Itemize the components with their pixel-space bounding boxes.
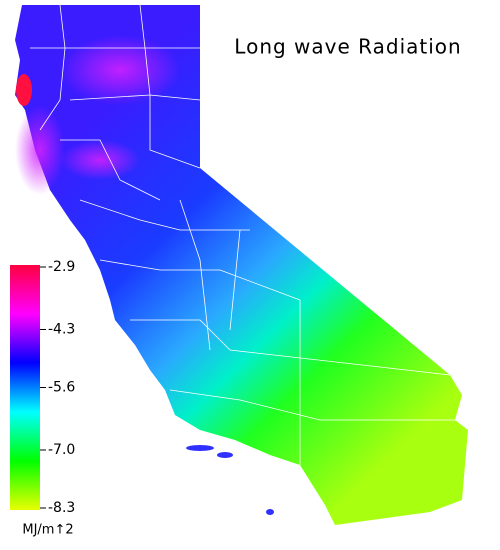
colorbar-tick-label: -7.0 — [48, 442, 75, 458]
colorbar-gradient — [10, 265, 40, 510]
colorbar-tick-label: -4.3 — [48, 321, 75, 337]
colorbar: -2.9 -4.3 -5.6 -7.0 -8.3 — [10, 259, 75, 516]
colorbar-tick-label: -8.3 — [48, 500, 75, 516]
california — [15, 4, 468, 525]
map-title: Long wave Radiation — [234, 35, 461, 59]
colorbar-unit: MJ/m↑2 — [22, 523, 73, 538]
colorbar-tick-label: -5.6 — [48, 380, 75, 396]
colorbar-tick-label: -2.9 — [48, 259, 75, 275]
